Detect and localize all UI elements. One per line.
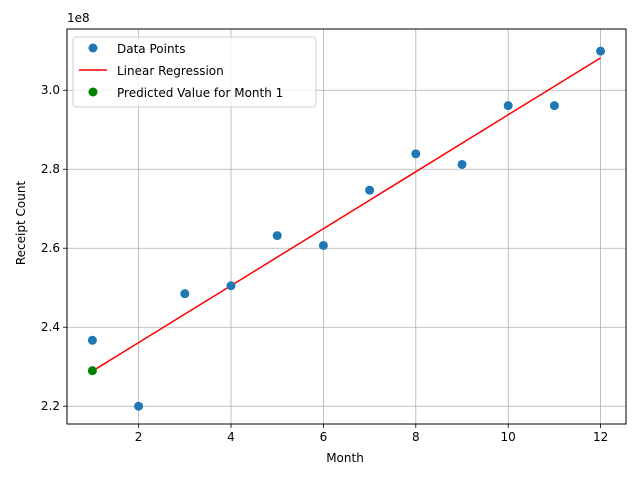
data-points-layer <box>87 46 606 411</box>
y-tick-label: 2.6 <box>41 241 60 255</box>
y-tick-label: 2.8 <box>41 162 60 176</box>
x-axis-ticks: 2 4 6 8 10 12 <box>135 424 608 444</box>
legend-box <box>72 36 317 108</box>
x-tick-label: 4 <box>227 430 235 444</box>
data-point <box>503 101 513 111</box>
legend-label-predicted-value: Predicted Value for Month 1 <box>117 86 283 100</box>
predicted-point <box>87 366 97 376</box>
legend-marker-predicted-value <box>88 87 98 97</box>
y-axis-offset-label: 1e8 <box>67 11 90 25</box>
x-axis-label: Month <box>326 451 364 465</box>
x-tick-label: 6 <box>320 430 328 444</box>
data-point <box>549 101 559 111</box>
x-tick-label: 2 <box>135 430 143 444</box>
data-point <box>411 149 421 159</box>
data-point <box>272 231 282 241</box>
x-tick-label: 10 <box>501 430 516 444</box>
legend-marker-data-points <box>88 43 98 53</box>
y-tick-label: 2.4 <box>41 320 60 334</box>
data-point <box>134 401 144 411</box>
data-point <box>180 289 190 299</box>
x-tick-label: 12 <box>593 430 608 444</box>
data-point <box>318 240 328 250</box>
y-axis-ticks: 2.2 2.4 2.6 2.8 3.0 <box>41 83 67 413</box>
y-axis-label: Receipt Count <box>14 181 28 266</box>
x-tick-label: 8 <box>412 430 420 444</box>
data-point <box>365 185 375 195</box>
plot-area-frame <box>66 28 627 425</box>
data-point <box>87 335 97 345</box>
data-point <box>457 159 467 169</box>
regression-line-layer <box>92 57 601 372</box>
data-point <box>596 46 606 56</box>
legend-label-data-points: Data Points <box>117 42 186 56</box>
legend-label-linear-regression: Linear Regression <box>117 64 224 78</box>
regression-line <box>92 57 601 372</box>
y-tick-label: 3.0 <box>41 83 60 97</box>
y-tick-label: 2.2 <box>41 399 60 413</box>
legend: Data Points Linear Regression Predicted … <box>72 36 317 108</box>
data-point <box>226 281 236 291</box>
